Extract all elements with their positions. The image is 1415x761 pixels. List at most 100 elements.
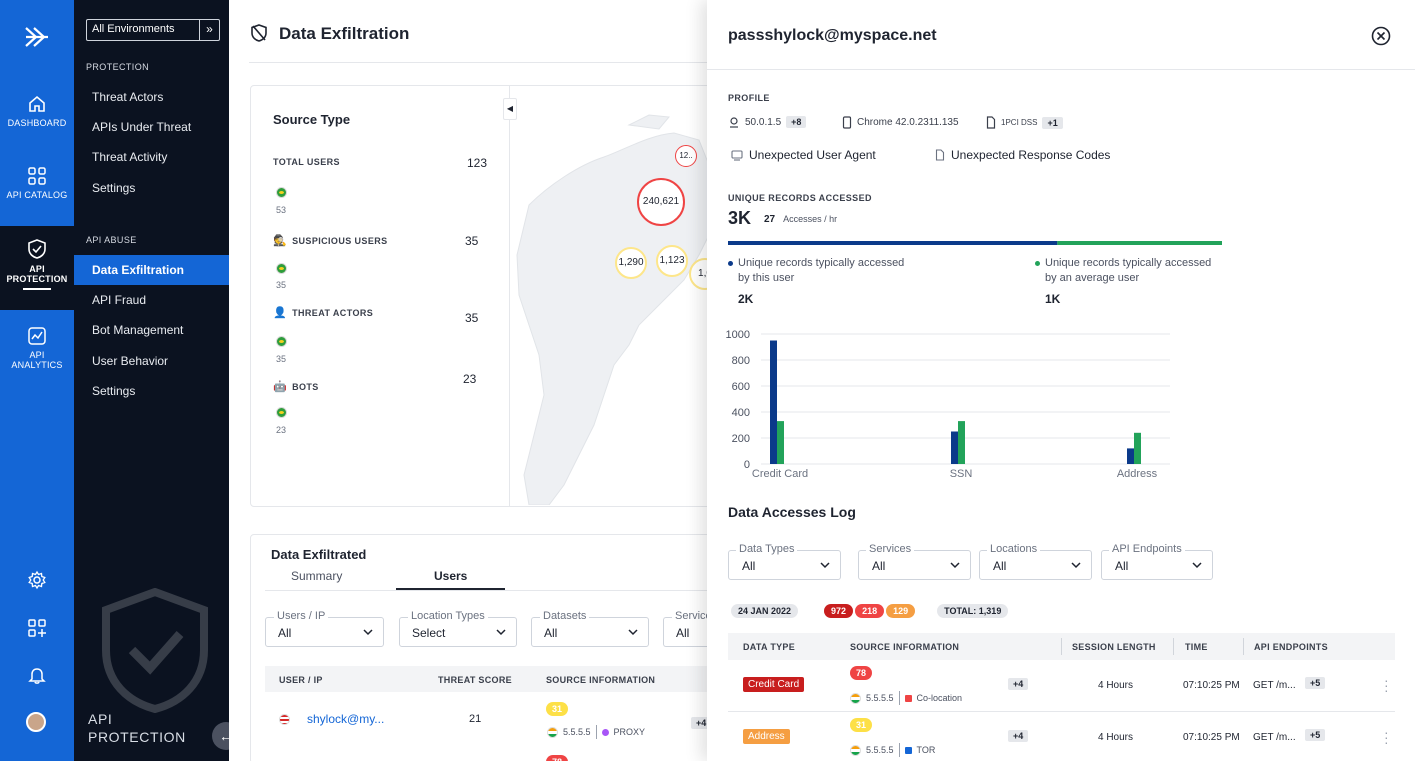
table-row[interactable]: Address 31 5.5.5.5 TOR +4 4 Hours 07:10:… <box>728 712 1395 761</box>
bots-text: BOTS <box>292 381 319 392</box>
locations-filter[interactable]: Locations All <box>979 543 1092 580</box>
double-chevron-right-icon[interactable]: » <box>199 20 219 40</box>
nav-item-protection-settings[interactable]: Settings <box>92 181 136 195</box>
records-comparison-bar <box>728 241 1222 245</box>
y-tick-label: 800 <box>732 355 750 367</box>
rail-settings[interactable] <box>0 570 74 595</box>
data-types-filter[interactable]: Data Types All <box>728 543 841 580</box>
us-flag-icon <box>279 714 290 725</box>
severity-medium-count[interactable]: 129 <box>886 604 916 618</box>
chevron-down-icon <box>496 629 506 636</box>
environment-select[interactable]: All Environments » <box>86 19 220 41</box>
col-user-ip: USER / IP <box>279 675 323 685</box>
severity-high-count[interactable]: 218 <box>855 604 885 618</box>
tab-divider <box>265 590 721 591</box>
world-map[interactable] <box>509 95 749 505</box>
bar-ssn-s0[interactable] <box>951 431 958 465</box>
severity-critical-count[interactable]: 972 <box>824 604 854 618</box>
brand-logo-icon[interactable] <box>22 22 52 52</box>
legend-avg-user-value: 1K <box>1045 292 1061 306</box>
location-types-filter[interactable]: Location Types Select <box>399 610 517 647</box>
chevron-down-icon <box>1071 562 1081 569</box>
bar-address-s0[interactable] <box>1127 448 1134 464</box>
nav-item-abuse-settings[interactable]: Settings <box>92 384 136 398</box>
rail-api-protection-label-2: PROTECTION <box>6 274 68 284</box>
table-row[interactable]: Credit Card 78 5.5.5.5 Co-location +4 4 … <box>728 660 1395 712</box>
map-bubble-1123[interactable]: 1,123 <box>656 245 688 277</box>
arrow-left-icon: ← <box>219 728 229 744</box>
services-filter-label: Services <box>866 543 915 555</box>
records-bar-chart: 0 200 400 600 800 1000 Credit Card SSN Address <box>726 329 1170 480</box>
rail-api-protection[interactable]: API PROTECTION <box>0 226 74 310</box>
map-toggle-button[interactable]: ◀ <box>503 98 517 120</box>
nav-item-user-behavior[interactable]: User Behavior <box>92 354 169 368</box>
row-more-chip[interactable]: +4 <box>1008 678 1029 690</box>
legend-dot-avg-user <box>1035 260 1040 266</box>
api-endpoints-filter[interactable]: API Endpoints All <box>1101 543 1213 580</box>
tab-users[interactable]: Users <box>434 569 468 583</box>
datasets-filter-value: All <box>544 626 558 640</box>
close-icon[interactable] <box>1371 26 1391 46</box>
row-endpoint-more-chip[interactable]: +5 <box>1305 729 1326 741</box>
rail-dashboard-label: DASHBOARD <box>7 118 67 128</box>
row-endpoint[interactable]: GET /m... <box>1253 732 1296 743</box>
this-user-bar-segment <box>728 241 1058 245</box>
kebab-menu-icon[interactable]: · · · <box>1384 672 1389 698</box>
map-bubble-small[interactable]: 12.. <box>675 145 697 167</box>
records-rate: 27 Accesses / hr <box>764 214 837 225</box>
anomaly-user-agent: Unexpected User Agent <box>731 148 876 162</box>
row-source-ip: 5.5.5.5 <box>866 745 894 755</box>
col-time: TIME <box>1185 642 1208 652</box>
extra-count[interactable]: +4 <box>691 713 712 731</box>
nav-item-apis-under-threat[interactable]: APIs Under Threat <box>92 120 192 134</box>
row-source-ip: 5.5.5.5 <box>866 693 894 703</box>
nav-item-threat-actors[interactable]: Threat Actors <box>92 90 164 104</box>
brazil-flag-icon <box>276 407 287 418</box>
tab-summary[interactable]: Summary <box>291 569 343 583</box>
avatar[interactable] <box>26 712 46 732</box>
document-icon <box>986 116 996 129</box>
active-indicator <box>23 288 51 290</box>
row-source-info: 5.5.5.5 TOR <box>850 743 935 757</box>
map-bubble-large[interactable]: 240,621 <box>637 178 685 226</box>
nav-item-api-fraud[interactable]: API Fraud <box>92 293 147 307</box>
datasets-filter-label: Datasets <box>540 610 590 622</box>
rail-api-catalog[interactable]: API CATALOG <box>0 166 74 200</box>
total-users-flag-value: 53 <box>276 205 287 215</box>
x-tick-label: Credit Card <box>752 468 808 480</box>
map-bubble-partial-value: 1,0 <box>698 268 712 279</box>
datasets-filter[interactable]: Datasets All <box>531 610 649 647</box>
legend-avg-user: Unique records typically accessed by an … <box>1035 256 1211 307</box>
services-filter[interactable]: Services All <box>858 543 971 580</box>
bar-address-s1[interactable] <box>1134 432 1141 464</box>
nav-item-data-exfiltration[interactable]: Data Exfiltration <box>74 255 229 285</box>
collapse-nav-button[interactable]: ← <box>212 722 229 750</box>
bar-ssn-s1[interactable] <box>958 421 965 464</box>
row-endpoint-more-chip[interactable]: +5 <box>1305 677 1326 689</box>
users-ip-filter[interactable]: Users / IP All <box>265 610 384 647</box>
rail-api-analytics[interactable]: API ANALYTICS <box>0 326 74 370</box>
ip-more-chip[interactable]: +8 <box>786 116 807 128</box>
user-link[interactable]: shylock@my... <box>307 712 385 726</box>
row-more-chip[interactable]: +4 <box>1008 730 1029 742</box>
row-endpoint[interactable]: GET /m... <box>1253 680 1296 691</box>
service-filter-value: All <box>676 626 690 640</box>
nav-item-threat-activity[interactable]: Threat Activity <box>92 150 168 164</box>
map-bubble-1290[interactable]: 1,290 <box>615 247 647 279</box>
rail-apps[interactable] <box>0 618 74 643</box>
user-detail-panel: passshylock@myspace.net PROFILE 50.0.1.5… <box>707 0 1415 761</box>
bar-credit-card-s0[interactable] <box>770 340 777 465</box>
bar-credit-card-s1[interactable] <box>777 421 784 464</box>
india-flag-icon <box>850 692 861 704</box>
compliance-more-chip[interactable]: +1 <box>1042 116 1063 129</box>
source-type-square-icon <box>904 694 912 702</box>
data-exfiltrated-title: Data Exfiltrated <box>271 547 367 562</box>
kebab-menu-icon[interactable]: · · · <box>1384 724 1389 750</box>
nav-item-bot-management[interactable]: Bot Management <box>92 323 184 337</box>
rail-dashboard[interactable]: DASHBOARD <box>0 94 74 128</box>
rail-notifications[interactable] <box>0 665 74 690</box>
apps-add-icon <box>28 619 46 637</box>
panel-title: passshylock@myspace.net <box>728 27 937 44</box>
anomaly-response-codes: Unexpected Response Codes <box>935 148 1110 162</box>
legend-this-user-line2: by this user <box>738 272 795 284</box>
